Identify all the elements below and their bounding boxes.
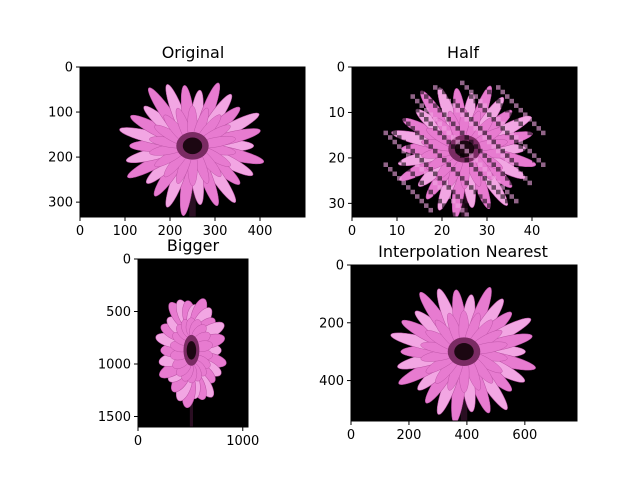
axes-frame-original (79, 66, 306, 218)
flower-image-interpolation-nearest (390, 287, 536, 421)
y-tick-label-original: 300 (48, 196, 73, 211)
x-tick-label-interpolation-nearest: 0 (347, 428, 355, 443)
y-tick-label-original: 200 (48, 151, 73, 166)
subplot-half: Half 0 10 20 30 40 0 10 20 30 (328, 43, 578, 239)
subplot-original: Original 0 100 200 300 400 0 100 200 300 (48, 43, 306, 239)
axes-frame-interpolation-nearest (350, 264, 578, 422)
x-tick-label-original: 100 (113, 224, 138, 239)
x-tick-label-original: 0 (76, 224, 84, 239)
flower-stem-interpolation-nearest (460, 391, 468, 421)
y-tick-label-bigger: 500 (106, 305, 131, 320)
x-tick-label-original: 200 (158, 224, 183, 239)
x-tick-label-half: 40 (524, 224, 541, 239)
flower-stem-original (189, 183, 196, 217)
x-tick-label-original: 300 (203, 224, 228, 239)
y-tick-label-half: 30 (328, 197, 345, 212)
subplot-bigger: Bigger 0 1000 0 500 1000 1500 (98, 236, 259, 449)
y-tick-label-bigger: 1500 (98, 410, 131, 425)
flower-center-original (182, 137, 203, 155)
x-tick-label-half: 10 (389, 224, 406, 239)
x-tick-label-interpolation-nearest: 200 (397, 428, 422, 443)
flower-center-interpolation-nearest (454, 343, 474, 361)
y-tick-label-bigger: 1000 (98, 358, 131, 373)
pixel-grid-half (383, 80, 546, 217)
y-tick-label-original: 100 (48, 106, 73, 121)
y-tick-label-original: 0 (65, 61, 73, 76)
flower-image-bigger (155, 298, 227, 427)
y-tick-label-interpolation-nearest: 200 (319, 316, 344, 331)
x-tick-label-half: 20 (434, 224, 451, 239)
subplot-title-original: Original (162, 43, 225, 62)
x-tick-label-bigger: 1000 (226, 434, 259, 449)
x-tick-label-original: 400 (248, 224, 273, 239)
x-tick-label-half: 0 (348, 224, 356, 239)
axes-frame-half (351, 66, 578, 218)
subplot-title-bigger: Bigger (167, 236, 220, 255)
flower-center-bigger (186, 341, 197, 360)
x-tick-label-bigger: 0 (134, 434, 142, 449)
y-tick-label-bigger: 0 (123, 253, 131, 268)
y-tick-label-half: 10 (328, 106, 345, 121)
subplot-title-interpolation-nearest: Interpolation Nearest (378, 242, 548, 261)
y-tick-label-interpolation-nearest: 0 (336, 259, 344, 274)
x-tick-label-interpolation-nearest: 600 (512, 428, 537, 443)
flower-image-original (119, 82, 265, 217)
y-tick-label-half: 20 (328, 151, 345, 166)
x-tick-label-half: 30 (479, 224, 496, 239)
flower-stem-bigger (189, 392, 194, 427)
subplot-interpolation-nearest: Interpolation Nearest 0 200 400 600 0 200 400 (319, 242, 578, 443)
x-tick-label-interpolation-nearest: 400 (454, 428, 479, 443)
y-tick-label-interpolation-nearest: 400 (319, 374, 344, 389)
axes-frame-bigger (137, 258, 249, 428)
y-tick-label-half: 0 (337, 61, 345, 76)
subplot-title-half: Half (447, 43, 479, 62)
